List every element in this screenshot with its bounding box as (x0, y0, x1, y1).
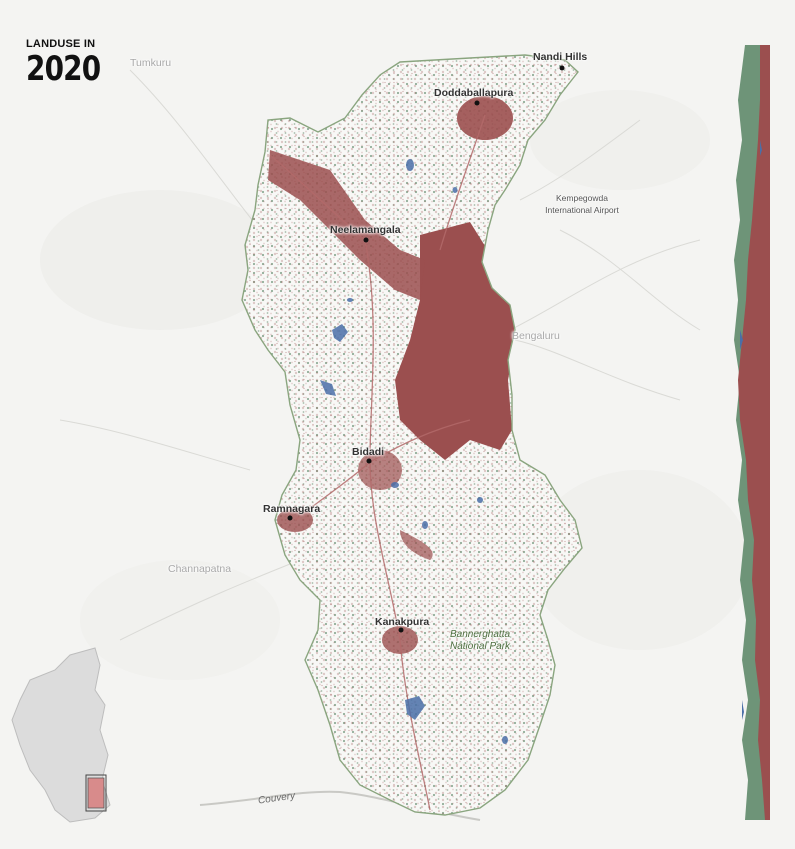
city-dot-icon (363, 237, 369, 243)
karnataka-locator-map (11, 647, 111, 823)
label-channapatna: Channapatna (168, 563, 232, 575)
label-doddaballapura: Doddaballapura (434, 87, 514, 99)
title-prefix: LANDUSE IN (26, 38, 96, 50)
city-dot-icon (398, 627, 404, 633)
city-dot-icon (559, 65, 565, 71)
city-dot-icon (474, 100, 480, 106)
airport-line-2: International Airport (545, 205, 619, 215)
label-airport: Kempegowda International Airport (540, 192, 624, 216)
built-up-bengaluru (395, 222, 515, 460)
park-line-1: Bannerghatta (450, 629, 511, 640)
label-nandi-hills: Nandi Hills (533, 51, 588, 63)
label-bannerghatta-park: Bannerghatta National Park (450, 629, 510, 653)
study-region (241, 54, 583, 816)
label-bengaluru: Bengaluru (512, 330, 560, 342)
airport-line-1: Kempegowda (556, 193, 608, 203)
terrain-shading (40, 90, 750, 680)
label-ramnagara: Ramnagara (263, 503, 321, 515)
label-tumkuru: Tumkuru (130, 57, 172, 69)
map-title: LANDUSE IN 2020 (26, 38, 117, 88)
label-kanakpura: Kanakpura (375, 616, 430, 628)
city-dot-icon (287, 515, 293, 521)
city-dots (287, 65, 565, 633)
outside-roads (59, 69, 701, 641)
landuse-profile-strip (734, 45, 770, 820)
title-year: 2020 (26, 49, 101, 89)
park-line-2: National Park (450, 641, 511, 652)
label-neelamangala: Neelamangala (330, 224, 401, 236)
city-dot-icon (366, 458, 372, 464)
label-bidadi: Bidadi (352, 446, 385, 458)
water-bodies (320, 159, 508, 744)
